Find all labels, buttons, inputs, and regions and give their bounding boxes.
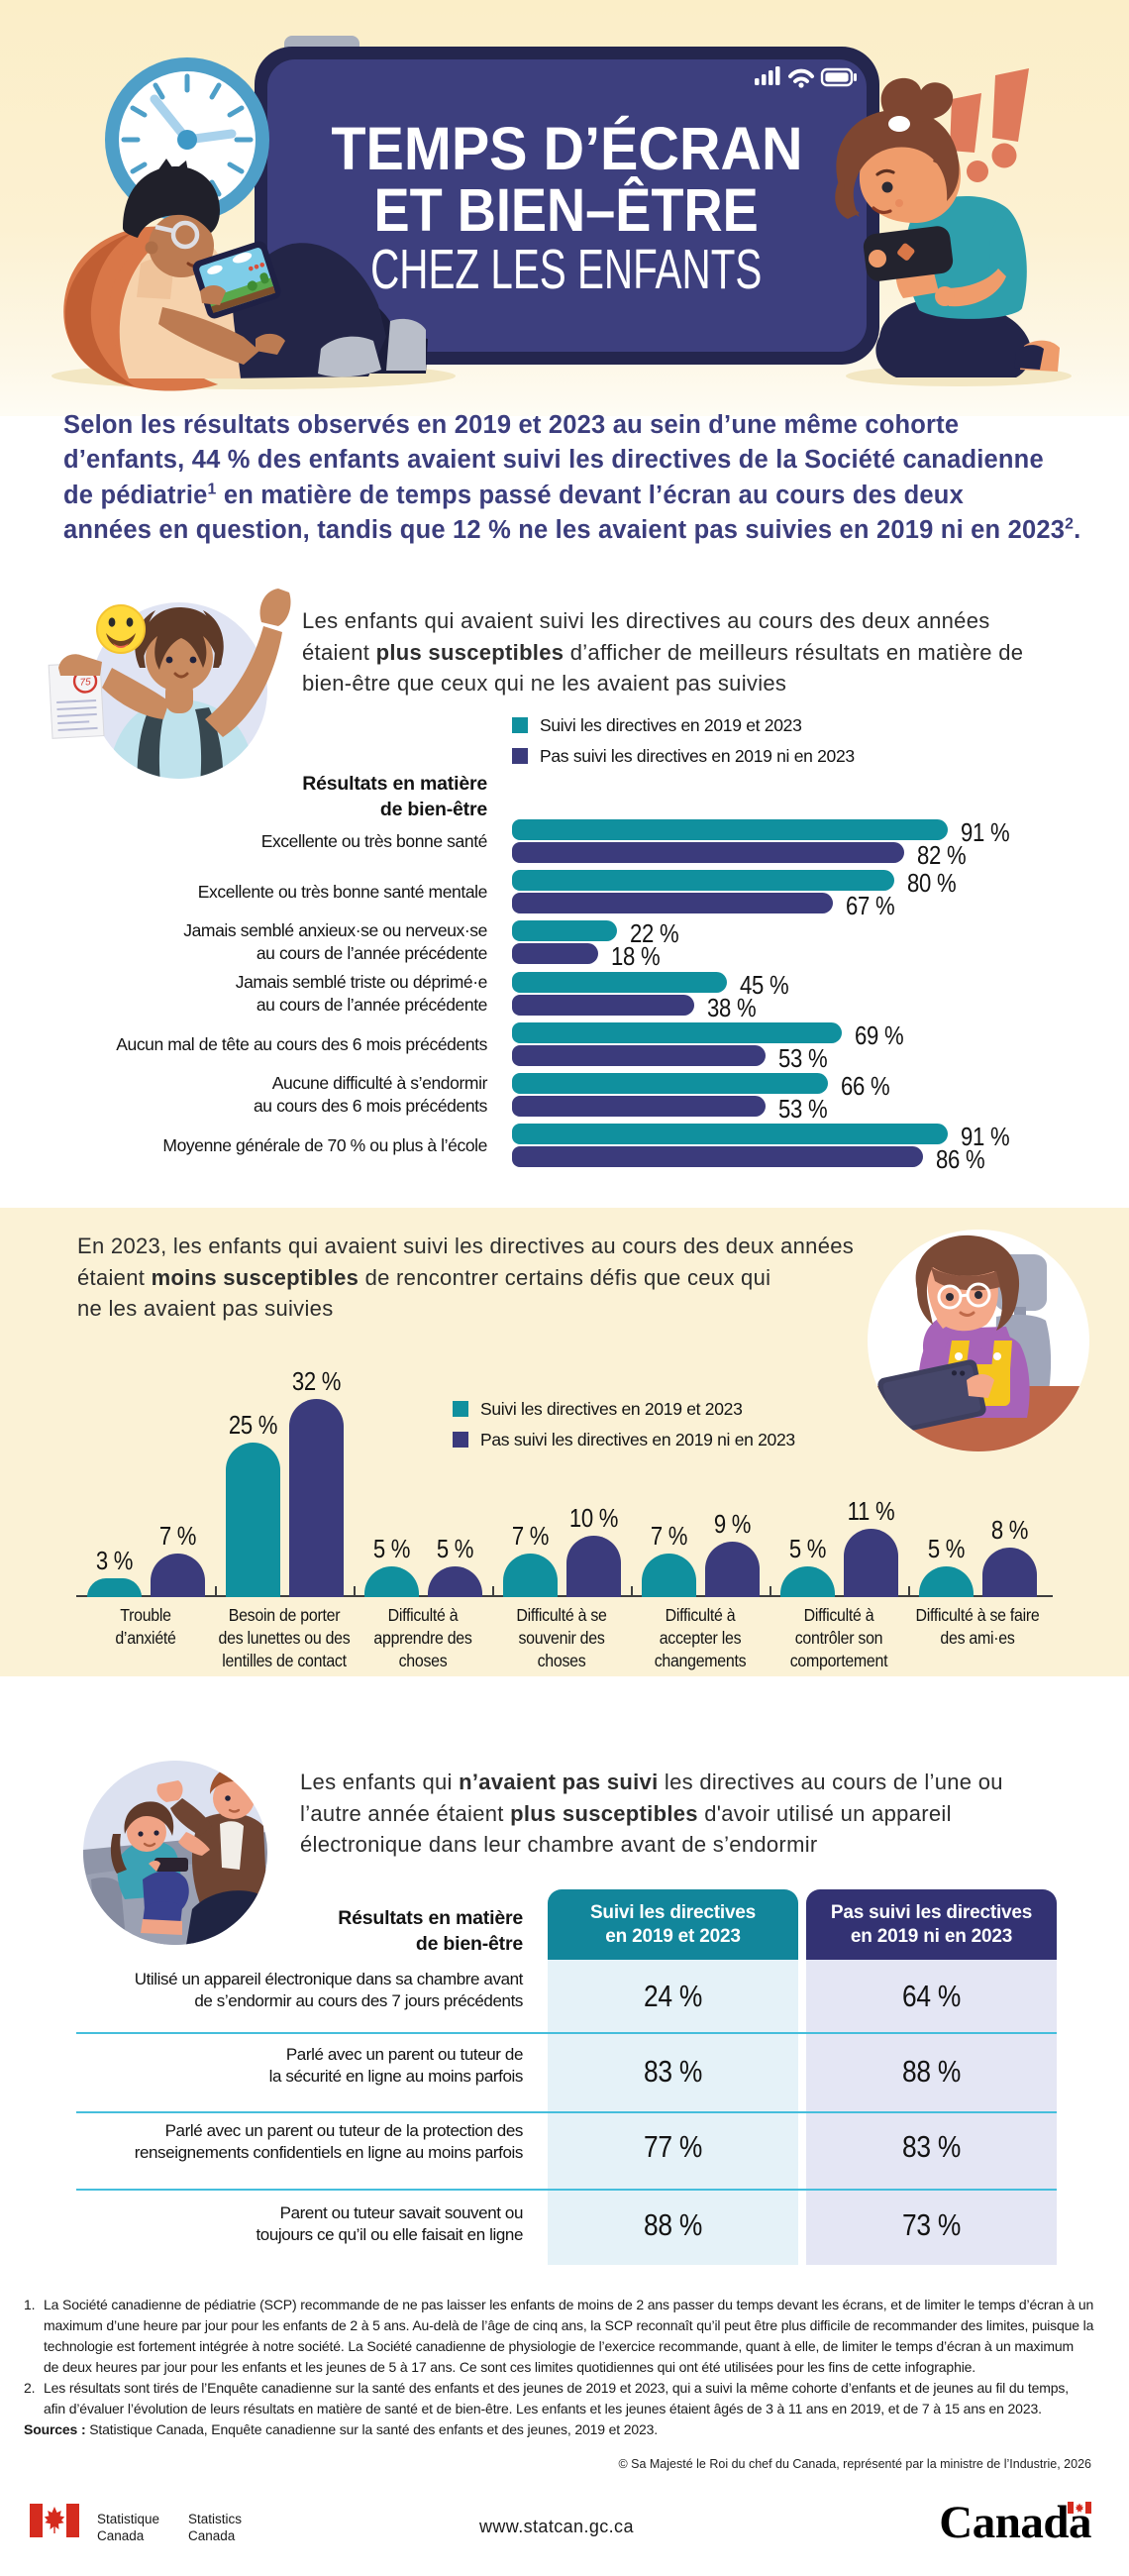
svg-text:75: 75 xyxy=(79,677,91,689)
